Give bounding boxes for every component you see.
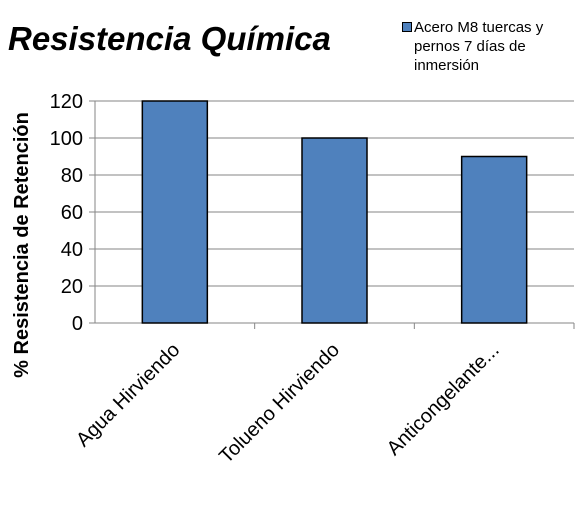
legend: Acero M8 tuercas y pernos 7 días de inme… [402, 18, 572, 75]
chart-title: Resistencia Química [8, 20, 331, 57]
y-tick-label: 80 [61, 165, 83, 187]
x-tick-label: Tolueno Hirviendo [215, 339, 344, 468]
x-tick-label: Agua Hirviendo [72, 339, 184, 451]
legend-swatch [402, 22, 412, 32]
y-tick-label: 120 [50, 91, 83, 113]
y-tick-label: 60 [61, 202, 83, 224]
bar [141, 100, 209, 324]
y-axis-title: % Resistencia de Retención [11, 112, 33, 378]
bar [301, 137, 368, 324]
x-tick-label: Anticongelante... [383, 339, 504, 460]
y-tick-label: 0 [72, 313, 83, 335]
y-tick-label: 20 [61, 276, 83, 298]
y-tick-label: 40 [61, 239, 83, 261]
legend-label: Acero M8 tuercas y pernos 7 días de inme… [414, 19, 544, 74]
bar [460, 155, 528, 324]
y-tick-label: 100 [50, 128, 83, 150]
